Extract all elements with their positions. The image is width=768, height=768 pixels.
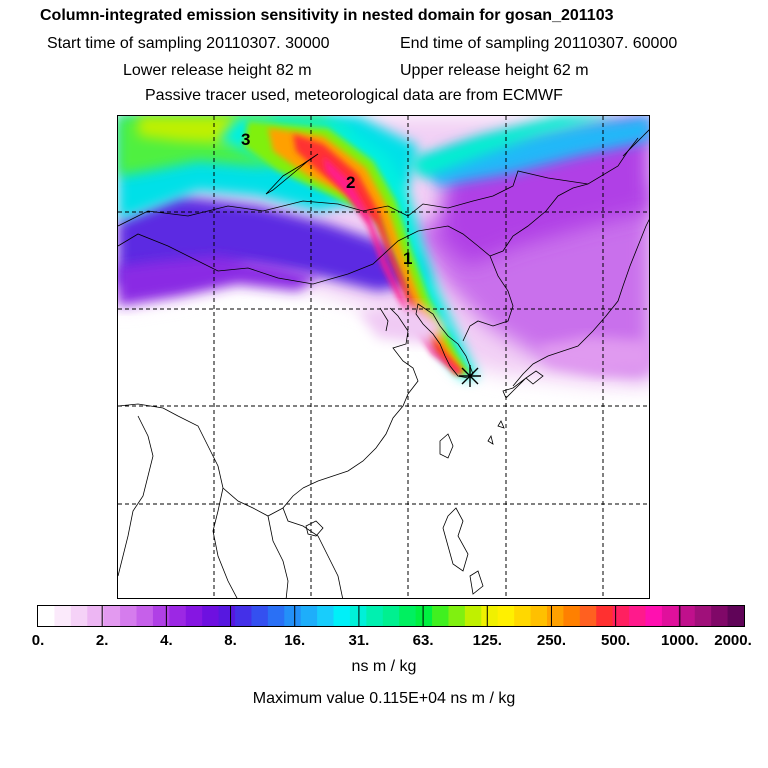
- end-time-label: End time of sampling 20110307. 60000: [400, 35, 678, 52]
- upper-release-label: Upper release height 62 m: [400, 62, 589, 79]
- colorbar-swatch: [169, 606, 187, 626]
- colorbar-tick-label: 31.: [348, 632, 370, 649]
- colorbar-swatch: [546, 606, 564, 626]
- sensitivity-field: [118, 116, 649, 386]
- maximum-value-label: Maximum value 0.115E+04 ns m / kg: [252, 690, 516, 707]
- unit-label: ns m / kg: [351, 658, 417, 675]
- colorbar-tick-label: 8.: [224, 632, 237, 649]
- colorbar-swatch: [54, 606, 72, 626]
- colorbar-swatch: [333, 606, 351, 626]
- colorbar-tick-label: 1000.: [661, 632, 699, 649]
- colorbar-swatch: [38, 606, 56, 626]
- plot-title: Column-integrated emission sensitivity i…: [40, 7, 614, 24]
- colorbar-tick-label: 0.: [31, 632, 45, 649]
- colorbar-swatch: [629, 606, 647, 626]
- colorbar-swatch: [202, 606, 220, 626]
- lat-lon-grid: [118, 116, 649, 598]
- colorbar-swatch: [300, 606, 318, 626]
- colorbar: [37, 605, 745, 627]
- colorbar-swatch: [235, 606, 253, 626]
- colorbar-swatch: [152, 606, 170, 626]
- tracer-note: Passive tracer used, meteorological data…: [145, 87, 563, 104]
- colorbar-swatch: [530, 606, 548, 626]
- sensitivity-map: 3 2 1: [117, 115, 650, 599]
- colorbar-tick-label: 2.: [95, 632, 109, 649]
- colorbar-swatch: [579, 606, 597, 626]
- colorbar-swatch: [399, 606, 417, 626]
- colorbar-tick-label: 250.: [536, 632, 567, 649]
- colorbar-swatch: [727, 606, 744, 626]
- colorbar-swatch: [661, 606, 679, 626]
- colorbar-swatch: [317, 606, 335, 626]
- colorbar-tick-label: 4.: [160, 632, 173, 649]
- colorbar-tick-label: 16.: [284, 632, 306, 649]
- colorbar-ticks: 0. 2. 4. 8. 16. 31. 63. 125. 250. 500. 1000. 2000.: [0, 632, 768, 652]
- colorbar-swatch: [267, 606, 285, 626]
- colorbar-tick-label: 63.: [412, 632, 434, 649]
- colorbar-swatch: [612, 606, 630, 626]
- colorbar-swatch: [284, 606, 302, 626]
- colorbar-swatch: [185, 606, 203, 626]
- colorbar-swatch: [432, 606, 450, 626]
- trajectory-label-1: 1: [403, 249, 412, 268]
- colorbar-tick-label: 500.: [601, 632, 631, 649]
- start-time-label: Start time of sampling 20110307. 30000: [47, 35, 330, 52]
- colorbar-swatch: [514, 606, 532, 626]
- colorbar-swatch: [87, 606, 105, 626]
- coastlines: [118, 129, 649, 598]
- colorbar-swatch: [218, 606, 236, 626]
- colorbar-swatch: [120, 606, 138, 626]
- colorbar-swatch: [415, 606, 433, 626]
- colorbar-swatch: [448, 606, 466, 626]
- lower-release-label: Lower release height 82 m: [123, 62, 312, 79]
- colorbar-swatch: [711, 606, 729, 626]
- colorbar-swatch: [366, 606, 384, 626]
- colorbar-swatch: [136, 606, 154, 626]
- map-canvas: 3 2 1: [118, 116, 649, 598]
- colorbar-swatch: [678, 606, 696, 626]
- colorbar-swatch: [103, 606, 121, 626]
- colorbar-swatch: [596, 606, 614, 626]
- colorbar-swatch: [563, 606, 581, 626]
- colorbar-swatch: [464, 606, 482, 626]
- colorbar-swatch: [497, 606, 515, 626]
- colorbar-swatch: [382, 606, 400, 626]
- trajectory-label-2: 2: [346, 173, 355, 192]
- colorbar-swatch: [481, 606, 499, 626]
- colorbar-tick-label: 125.: [472, 632, 502, 649]
- colorbar-canvas: [38, 606, 744, 626]
- trajectory-label-3: 3: [241, 130, 250, 149]
- colorbar-swatch: [70, 606, 88, 626]
- receptor-asterisk-icon: [459, 365, 481, 387]
- colorbar-swatch: [645, 606, 663, 626]
- colorbar-swatch: [251, 606, 269, 626]
- colorbar-swatch: [694, 606, 712, 626]
- colorbar-tick-label: 2000.: [714, 632, 752, 649]
